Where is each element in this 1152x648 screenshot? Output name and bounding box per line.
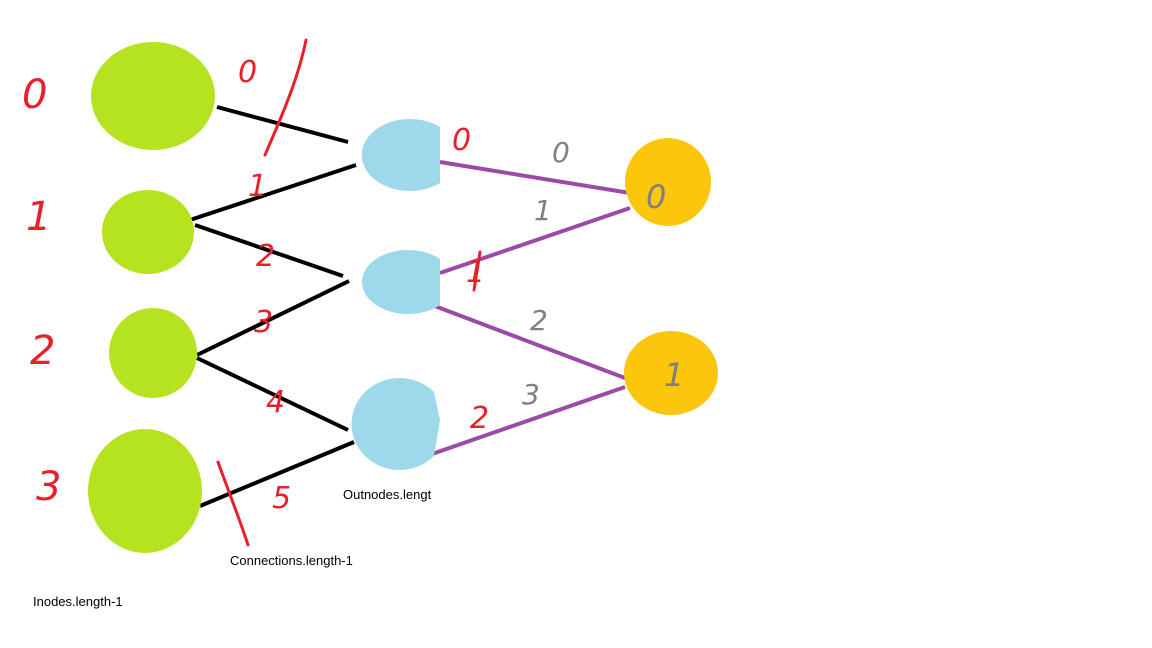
outnodes-label: Outnodes.lengt	[343, 487, 432, 502]
input-connection-index-3: 3	[254, 305, 273, 340]
input-node-index-3: 3	[36, 464, 61, 510]
input-connections	[189, 105, 357, 508]
output-connection-1	[439, 206, 631, 275]
hidden-node-index-2: 2	[470, 401, 489, 436]
input-connection-index-4: 4	[266, 385, 285, 420]
input-node-1	[102, 190, 194, 274]
hidden-node-2	[351, 378, 440, 471]
input-node-index-1: 1	[26, 194, 51, 240]
input-connection-4	[196, 356, 349, 432]
input-connection-5	[199, 440, 355, 508]
output-node-index-group: 0 1	[646, 178, 684, 394]
red-strike-marks	[216, 38, 482, 547]
input-node-index-0: 0	[22, 72, 47, 118]
output-connection-0	[439, 160, 631, 195]
output-connection-index-2: 2	[530, 304, 548, 337]
input-connection-index-2: 2	[256, 239, 275, 274]
input-connection-3	[196, 279, 350, 357]
output-connection-2	[431, 303, 626, 380]
output-connection-index-1: 1	[534, 194, 552, 227]
output-node-1	[624, 331, 718, 415]
strike-mark-bottom	[216, 460, 250, 547]
connections-label: Connections.length-1	[230, 553, 353, 568]
input-node-0	[91, 42, 215, 150]
input-node-2	[109, 308, 197, 398]
input-connection-1	[189, 163, 357, 222]
input-connection-2	[194, 223, 344, 278]
output-node-index-1: 1	[664, 356, 684, 394]
output-connection-index-0: 0	[552, 136, 570, 169]
hidden-node-index-1: 1	[466, 255, 485, 290]
hidden-node-1	[362, 249, 440, 314]
input-connection-index-5: 5	[272, 481, 291, 516]
output-connection-index-3: 3	[522, 378, 540, 411]
input-nodes	[88, 42, 215, 553]
hidden-node-0	[361, 119, 440, 192]
hidden-nodes	[351, 119, 440, 471]
output-connection-index-group: 0 1 2 3	[522, 136, 570, 411]
hidden-node-index-0: 0	[452, 123, 471, 158]
input-node-index-group: 0 1 2 3	[22, 72, 61, 510]
input-connection-index-0: 0	[238, 55, 257, 90]
output-connections	[431, 160, 631, 456]
output-node-0	[625, 138, 711, 226]
inodes-label: Inodes.length-1	[33, 594, 123, 609]
input-node-3	[88, 429, 202, 553]
output-nodes	[624, 138, 718, 415]
strike-mark-top	[263, 38, 308, 157]
output-connection-3	[431, 385, 626, 456]
output-node-index-0: 0	[646, 178, 666, 216]
input-connection-0	[216, 105, 349, 144]
input-connection-index-group: 0 1 2 3 4 5	[238, 55, 291, 516]
input-node-index-2: 2	[30, 328, 55, 374]
strike-mark-hidden	[472, 250, 482, 292]
hidden-node-index-group: 0 1 2	[452, 123, 489, 436]
input-connection-index-1: 1	[248, 169, 267, 204]
